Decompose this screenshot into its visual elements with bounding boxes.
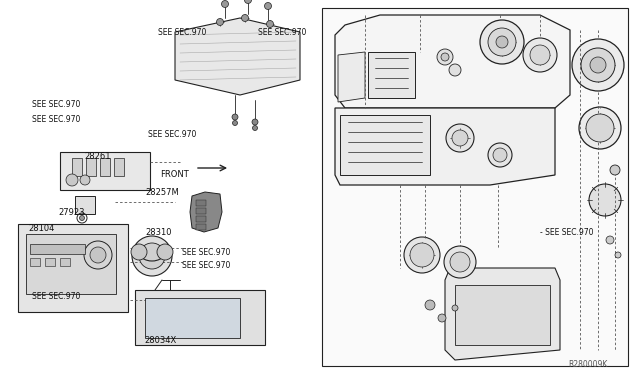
Circle shape bbox=[590, 57, 606, 73]
Bar bbox=[145, 298, 240, 338]
Polygon shape bbox=[335, 108, 555, 185]
Text: SEE SEC.970: SEE SEC.970 bbox=[32, 292, 81, 301]
Circle shape bbox=[452, 305, 458, 311]
Bar bbox=[100, 158, 110, 176]
Circle shape bbox=[586, 114, 614, 142]
Circle shape bbox=[266, 20, 273, 28]
Circle shape bbox=[84, 241, 112, 269]
Circle shape bbox=[244, 0, 252, 3]
Bar bbox=[196, 200, 206, 206]
Circle shape bbox=[493, 148, 507, 162]
Circle shape bbox=[131, 244, 147, 260]
Circle shape bbox=[589, 184, 621, 216]
Text: 28104: 28104 bbox=[28, 224, 54, 233]
Text: 28261: 28261 bbox=[84, 152, 111, 161]
Polygon shape bbox=[368, 52, 415, 98]
Bar bbox=[196, 208, 206, 214]
Circle shape bbox=[139, 243, 165, 269]
Circle shape bbox=[252, 119, 258, 125]
Circle shape bbox=[446, 124, 474, 152]
Bar bbox=[455, 285, 550, 345]
Bar bbox=[30, 244, 85, 254]
Polygon shape bbox=[338, 52, 365, 102]
Polygon shape bbox=[445, 268, 560, 360]
Circle shape bbox=[216, 19, 223, 26]
Bar bbox=[30, 258, 40, 266]
Polygon shape bbox=[335, 15, 570, 108]
Circle shape bbox=[615, 252, 621, 258]
Text: SEE SEC.970: SEE SEC.970 bbox=[182, 261, 230, 270]
Circle shape bbox=[241, 15, 248, 22]
Bar bbox=[26, 234, 116, 294]
Circle shape bbox=[581, 48, 615, 82]
Bar bbox=[60, 152, 150, 190]
Circle shape bbox=[80, 175, 90, 185]
Circle shape bbox=[444, 246, 476, 278]
Bar bbox=[60, 258, 70, 266]
Circle shape bbox=[264, 3, 271, 10]
Circle shape bbox=[232, 121, 237, 125]
Text: SEE SEC.970: SEE SEC.970 bbox=[32, 115, 81, 124]
Circle shape bbox=[90, 247, 106, 263]
Bar bbox=[45, 258, 55, 266]
Text: SEE SEC.970: SEE SEC.970 bbox=[148, 130, 196, 139]
Circle shape bbox=[572, 39, 624, 91]
Bar bbox=[72, 158, 82, 176]
Text: SEE SEC.970: SEE SEC.970 bbox=[158, 28, 206, 37]
Text: 28257M: 28257M bbox=[145, 188, 179, 197]
Circle shape bbox=[530, 45, 550, 65]
Polygon shape bbox=[190, 192, 222, 232]
Circle shape bbox=[132, 236, 172, 276]
Circle shape bbox=[606, 236, 614, 244]
Polygon shape bbox=[175, 18, 300, 95]
Circle shape bbox=[441, 53, 449, 61]
Circle shape bbox=[253, 125, 257, 131]
Text: 28310: 28310 bbox=[145, 228, 172, 237]
Circle shape bbox=[66, 174, 78, 186]
Text: FRONT: FRONT bbox=[160, 170, 189, 179]
Circle shape bbox=[157, 244, 173, 260]
Circle shape bbox=[610, 165, 620, 175]
Bar bbox=[18, 224, 128, 312]
Text: - SEE SEC.970: - SEE SEC.970 bbox=[540, 228, 593, 237]
Circle shape bbox=[404, 237, 440, 273]
Circle shape bbox=[496, 36, 508, 48]
Circle shape bbox=[425, 300, 435, 310]
Bar bbox=[322, 8, 628, 366]
Circle shape bbox=[452, 130, 468, 146]
Bar bbox=[196, 224, 206, 230]
Bar bbox=[114, 158, 124, 176]
Circle shape bbox=[438, 314, 446, 322]
Polygon shape bbox=[340, 115, 430, 175]
Circle shape bbox=[232, 114, 238, 120]
Bar bbox=[135, 290, 265, 345]
Circle shape bbox=[79, 215, 84, 221]
Bar bbox=[196, 216, 206, 222]
Circle shape bbox=[523, 38, 557, 72]
Circle shape bbox=[450, 252, 470, 272]
Circle shape bbox=[480, 20, 524, 64]
Text: SEE SEC.970: SEE SEC.970 bbox=[258, 28, 307, 37]
Bar bbox=[75, 196, 95, 214]
Text: SEE SEC.970: SEE SEC.970 bbox=[32, 100, 81, 109]
Circle shape bbox=[449, 64, 461, 76]
Text: R280009K: R280009K bbox=[568, 360, 607, 369]
Circle shape bbox=[579, 107, 621, 149]
Text: 28034X: 28034X bbox=[144, 336, 176, 345]
Text: 27923: 27923 bbox=[58, 208, 84, 217]
Circle shape bbox=[437, 49, 453, 65]
Circle shape bbox=[410, 243, 434, 267]
Circle shape bbox=[488, 28, 516, 56]
Circle shape bbox=[488, 143, 512, 167]
Circle shape bbox=[221, 0, 228, 7]
Text: SEE SEC.970: SEE SEC.970 bbox=[182, 248, 230, 257]
Bar bbox=[86, 158, 96, 176]
